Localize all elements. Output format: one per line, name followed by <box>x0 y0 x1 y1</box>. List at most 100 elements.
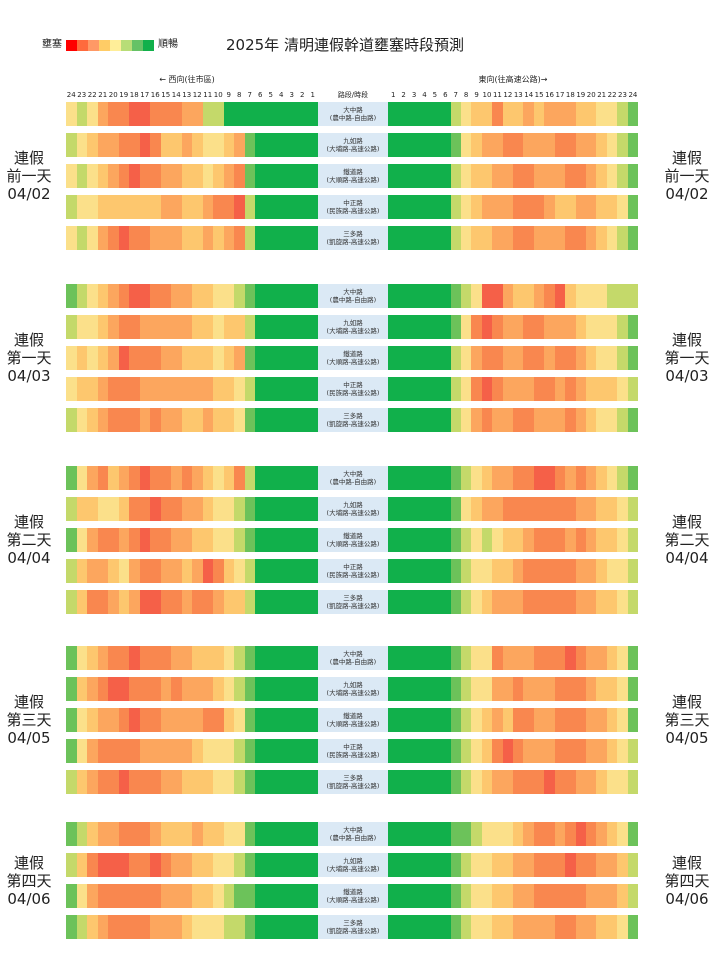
heat-cell <box>502 408 514 432</box>
heat-cell <box>617 315 628 339</box>
heat-cell <box>118 346 129 370</box>
road-label: 中正路 (民族路-高速公路) <box>318 739 388 763</box>
heat-cell <box>419 226 430 250</box>
heat-cell <box>513 822 524 846</box>
heat-cell <box>297 284 308 308</box>
heat-cell <box>139 770 150 794</box>
heat-cell <box>213 346 224 370</box>
heat-cell <box>129 284 140 308</box>
heat-cell <box>213 315 224 339</box>
heat-cell <box>171 677 182 701</box>
hour-tick-label: 16 <box>150 91 160 99</box>
heat-cell <box>307 466 318 490</box>
east-cells <box>388 195 639 219</box>
heat-cell <box>87 708 98 732</box>
heat-cell <box>171 377 182 401</box>
heat-cell <box>388 708 399 732</box>
road-row: 九如路 (大埔路-高速公路) <box>66 133 639 157</box>
heat-cell <box>440 708 451 732</box>
heat-cell <box>66 822 77 846</box>
heat-cell <box>181 377 192 401</box>
heat-cell <box>87 315 98 339</box>
heat-cell <box>118 226 129 250</box>
heat-cell <box>244 559 255 583</box>
heat-cell <box>97 915 108 939</box>
heat-cell <box>596 164 607 188</box>
heat-cell <box>575 853 587 877</box>
heat-cell <box>160 559 171 583</box>
heat-cell <box>87 497 98 521</box>
heat-cell <box>234 677 245 701</box>
day-label-line: 連假 <box>671 331 702 349</box>
heat-cell <box>492 408 503 432</box>
heat-cell <box>139 915 150 939</box>
heat-cell <box>544 770 555 794</box>
heat-cell <box>513 497 524 521</box>
day-label: 連假 第二天 04/04 <box>656 513 718 567</box>
heat-cell <box>213 226 224 250</box>
hour-tick-label: 15 <box>161 91 171 99</box>
heat-cell <box>150 377 161 401</box>
heat-cell <box>606 377 618 401</box>
heat-cell <box>492 102 503 126</box>
heat-cell <box>565 133 576 157</box>
heat-cell <box>523 677 534 701</box>
road-segment: (農中路-自由路) <box>329 834 377 842</box>
heat-cell <box>523 770 534 794</box>
heat-cell <box>586 133 597 157</box>
heat-cell <box>118 559 129 583</box>
road-label: 大中路 (農中路-自由路) <box>318 284 388 308</box>
heat-cell <box>150 133 161 157</box>
heat-cell <box>502 708 514 732</box>
heat-cell <box>181 408 192 432</box>
heat-cell <box>533 884 545 908</box>
heat-cell <box>575 822 587 846</box>
heat-cell <box>286 590 297 614</box>
heat-cell <box>213 915 224 939</box>
heat-cell <box>450 346 461 370</box>
heat-cell <box>297 884 308 908</box>
heat-cell <box>617 822 628 846</box>
west-cells <box>66 226 318 250</box>
heat-cell <box>265 284 276 308</box>
heat-cell <box>627 408 639 432</box>
heat-cell <box>565 559 576 583</box>
day-label-line: 第四天 <box>6 871 52 890</box>
heat-cell <box>627 102 639 126</box>
heat-cell <box>97 770 108 794</box>
heat-cell <box>97 133 108 157</box>
heat-cell <box>419 770 430 794</box>
road-label: 中正路 (民族路-高速公路) <box>318 195 388 219</box>
heat-cell <box>234 226 245 250</box>
day-label: 連假 前一天 04/02 <box>0 149 60 203</box>
heat-cell <box>160 884 171 908</box>
heat-cell <box>213 528 224 552</box>
heat-cell <box>533 164 545 188</box>
heat-cell <box>66 226 77 250</box>
heat-cell <box>76 497 87 521</box>
heat-cell <box>150 853 161 877</box>
heat-cell <box>408 466 420 490</box>
heat-cell <box>513 528 524 552</box>
heat-cell <box>171 646 182 670</box>
heat-cell <box>565 102 576 126</box>
heat-cell <box>586 528 597 552</box>
heat-cell <box>398 853 409 877</box>
heat-cell <box>129 315 140 339</box>
heat-cell <box>388 133 399 157</box>
day-label-line: 前一天 <box>664 167 710 185</box>
heat-cell <box>502 559 514 583</box>
heat-cell <box>429 497 441 521</box>
heat-cell <box>129 164 140 188</box>
heat-cell <box>181 315 192 339</box>
heat-cell <box>388 559 399 583</box>
heat-cell <box>440 884 451 908</box>
heat-cell <box>513 164 524 188</box>
heat-cell <box>513 770 524 794</box>
heat-cell <box>150 590 161 614</box>
heat-cell <box>388 822 399 846</box>
heat-cell <box>244 739 255 763</box>
heat-cell <box>544 590 555 614</box>
heat-cell <box>554 315 566 339</box>
heat-cell <box>202 408 213 432</box>
